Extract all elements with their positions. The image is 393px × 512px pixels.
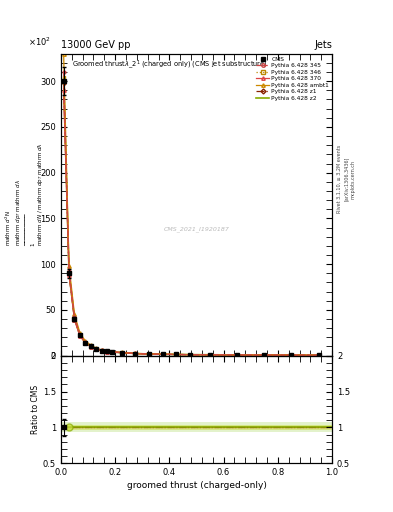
Text: 13000 GeV pp: 13000 GeV pp (61, 39, 130, 50)
Text: CMS_2021_I1920187: CMS_2021_I1920187 (163, 226, 230, 231)
Text: Rivet 3.1.10, ≥ 3.2M events: Rivet 3.1.10, ≥ 3.2M events (337, 145, 342, 214)
Y-axis label: Ratio to CMS: Ratio to CMS (31, 385, 40, 434)
Text: [arXiv:1306.3436]: [arXiv:1306.3436] (344, 157, 349, 201)
Text: mcplots.cern.ch: mcplots.cern.ch (351, 160, 356, 199)
Text: Groomed thrust$\lambda\_2^1$ (charged only) (CMS jet substructure): Groomed thrust$\lambda\_2^1$ (charged on… (72, 58, 268, 71)
Legend: CMS, Pythia 6.428 345, Pythia 6.428 346, Pythia 6.428 370, Pythia 6.428 ambt1, P: CMS, Pythia 6.428 345, Pythia 6.428 346,… (255, 55, 331, 102)
X-axis label: groomed thrust (charged-only): groomed thrust (charged-only) (127, 481, 266, 490)
Text: Jets: Jets (314, 39, 332, 50)
Text: mathrm $d^2$N
mathrm $dp_T$ mathrm $d\lambda$
──────────
1
mathrm $dN$ / mathrm : mathrm $d^2$N mathrm $dp_T$ mathrm $d\la… (4, 143, 45, 246)
Text: $\times$10$^2$: $\times$10$^2$ (28, 35, 51, 48)
